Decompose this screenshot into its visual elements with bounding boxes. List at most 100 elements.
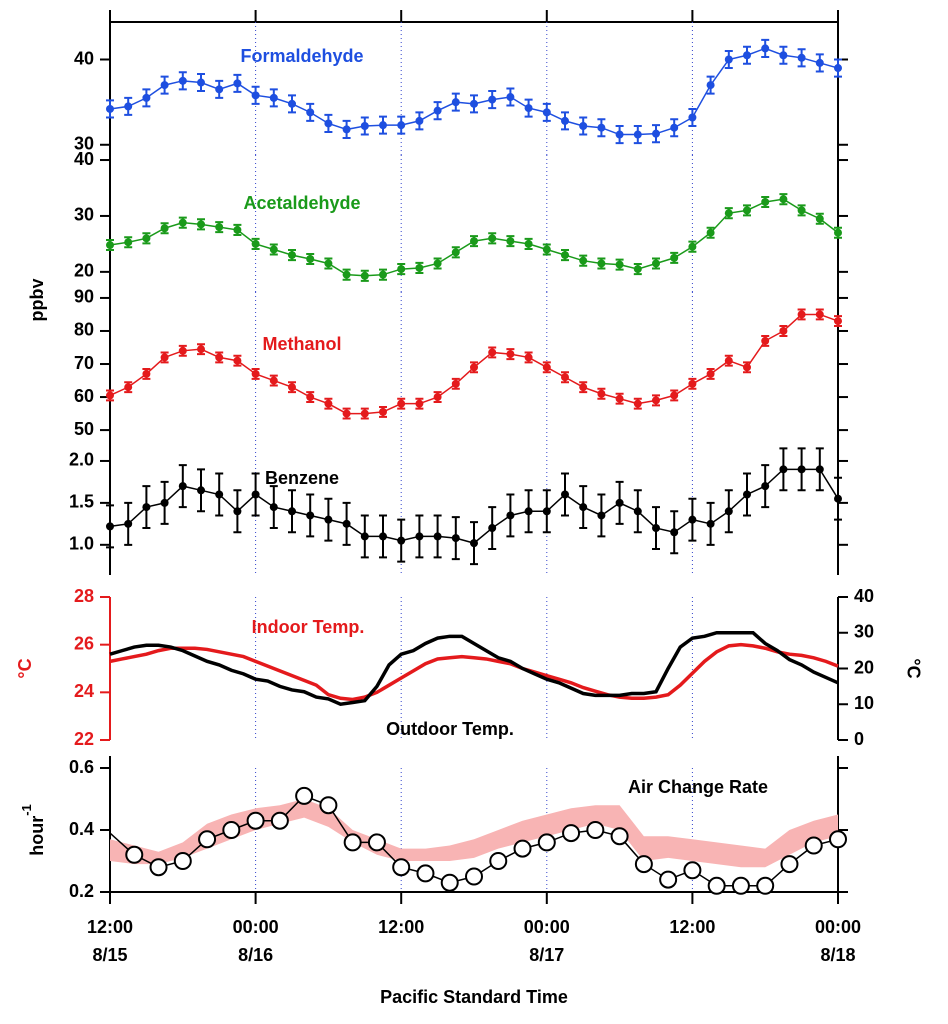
data-point <box>561 373 569 382</box>
data-point <box>524 104 533 113</box>
data-point <box>524 507 533 516</box>
data-point <box>688 515 697 524</box>
data-point <box>688 379 697 388</box>
data-point <box>465 867 483 886</box>
series-line <box>109 631 839 707</box>
y2-tick-label: 10 <box>854 693 874 713</box>
data-point <box>306 393 315 402</box>
data-point <box>433 532 442 541</box>
y-tick-label: 0.4 <box>69 819 94 839</box>
data-point <box>178 346 187 355</box>
data-point <box>142 234 151 243</box>
data-point <box>124 102 133 111</box>
data-point <box>288 99 296 108</box>
data-point <box>233 507 242 516</box>
series-label: Acetaldehyde <box>243 193 360 213</box>
data-point <box>779 51 788 60</box>
data-point <box>246 811 265 830</box>
y-axis-title-main: hour <box>27 816 47 856</box>
data-point <box>706 228 715 237</box>
data-point <box>470 363 478 372</box>
y-tick-label: 22 <box>74 729 94 749</box>
y2-tick-label: 0 <box>854 729 864 749</box>
data-point <box>579 122 588 131</box>
data-point <box>106 391 114 400</box>
data-point <box>160 224 169 233</box>
data-point <box>743 51 751 60</box>
y-tick-label: 20 <box>74 261 94 281</box>
data-point <box>106 104 114 113</box>
data-point <box>597 259 606 268</box>
x-tick-label: 00:00 <box>815 917 861 937</box>
data-point <box>615 260 624 269</box>
data-point <box>197 78 205 87</box>
data-point <box>706 81 715 90</box>
y-tick-label: 1.0 <box>69 534 94 554</box>
data-point <box>561 251 569 260</box>
data-point <box>743 206 751 215</box>
data-point <box>324 119 333 128</box>
data-point <box>724 209 733 218</box>
data-point <box>124 519 133 528</box>
data-point <box>197 345 205 354</box>
data-point <box>683 861 702 880</box>
data-point <box>215 353 224 362</box>
data-point <box>142 503 151 512</box>
y2-tick-label: 40 <box>854 586 874 606</box>
data-point <box>451 379 460 388</box>
data-point <box>756 876 775 895</box>
series-label: Outdoor Temp. <box>386 719 514 739</box>
data-point <box>724 507 733 516</box>
data-point <box>488 348 497 357</box>
data-point <box>829 830 847 849</box>
x-tick-label: 12:00 <box>87 917 133 937</box>
x-tick-label: 12:00 <box>669 917 715 937</box>
x-date-label: 8/16 <box>238 945 273 965</box>
data-point <box>416 864 435 883</box>
series-label: Indoor Temp. <box>252 617 365 637</box>
data-point <box>513 839 532 858</box>
data-point <box>142 369 151 378</box>
data-point <box>633 130 642 139</box>
data-point <box>270 811 289 830</box>
data-point <box>724 55 733 64</box>
data-point <box>597 389 606 398</box>
data-point <box>761 197 770 206</box>
data-point <box>506 350 515 359</box>
data-point <box>779 326 788 335</box>
data-point <box>743 363 751 372</box>
data-point <box>124 383 133 392</box>
data-point <box>707 876 726 895</box>
data-point <box>761 482 770 491</box>
data-point <box>251 490 260 499</box>
data-point <box>652 129 660 138</box>
data-point <box>178 76 187 85</box>
data-point <box>215 85 224 94</box>
data-point <box>124 238 133 247</box>
data-point <box>506 237 515 246</box>
data-point <box>834 317 842 326</box>
data-point <box>779 195 788 204</box>
data-point <box>360 122 369 131</box>
data-point <box>160 81 169 90</box>
data-point <box>815 214 824 223</box>
data-point <box>306 108 315 117</box>
data-point <box>670 123 679 132</box>
data-point <box>633 507 642 516</box>
data-point <box>451 534 460 543</box>
data-point <box>597 123 606 132</box>
data-point <box>761 336 770 345</box>
data-point <box>815 310 824 319</box>
data-point <box>342 270 351 279</box>
data-point <box>233 356 242 365</box>
data-point <box>488 234 497 243</box>
data-point <box>197 486 205 495</box>
data-point <box>433 393 442 402</box>
data-point <box>724 356 733 365</box>
y-tick-label: 2.0 <box>69 450 94 470</box>
data-point <box>586 821 605 839</box>
data-point <box>834 494 842 503</box>
data-point <box>397 399 406 408</box>
y-tick-label: 0.2 <box>69 881 94 901</box>
